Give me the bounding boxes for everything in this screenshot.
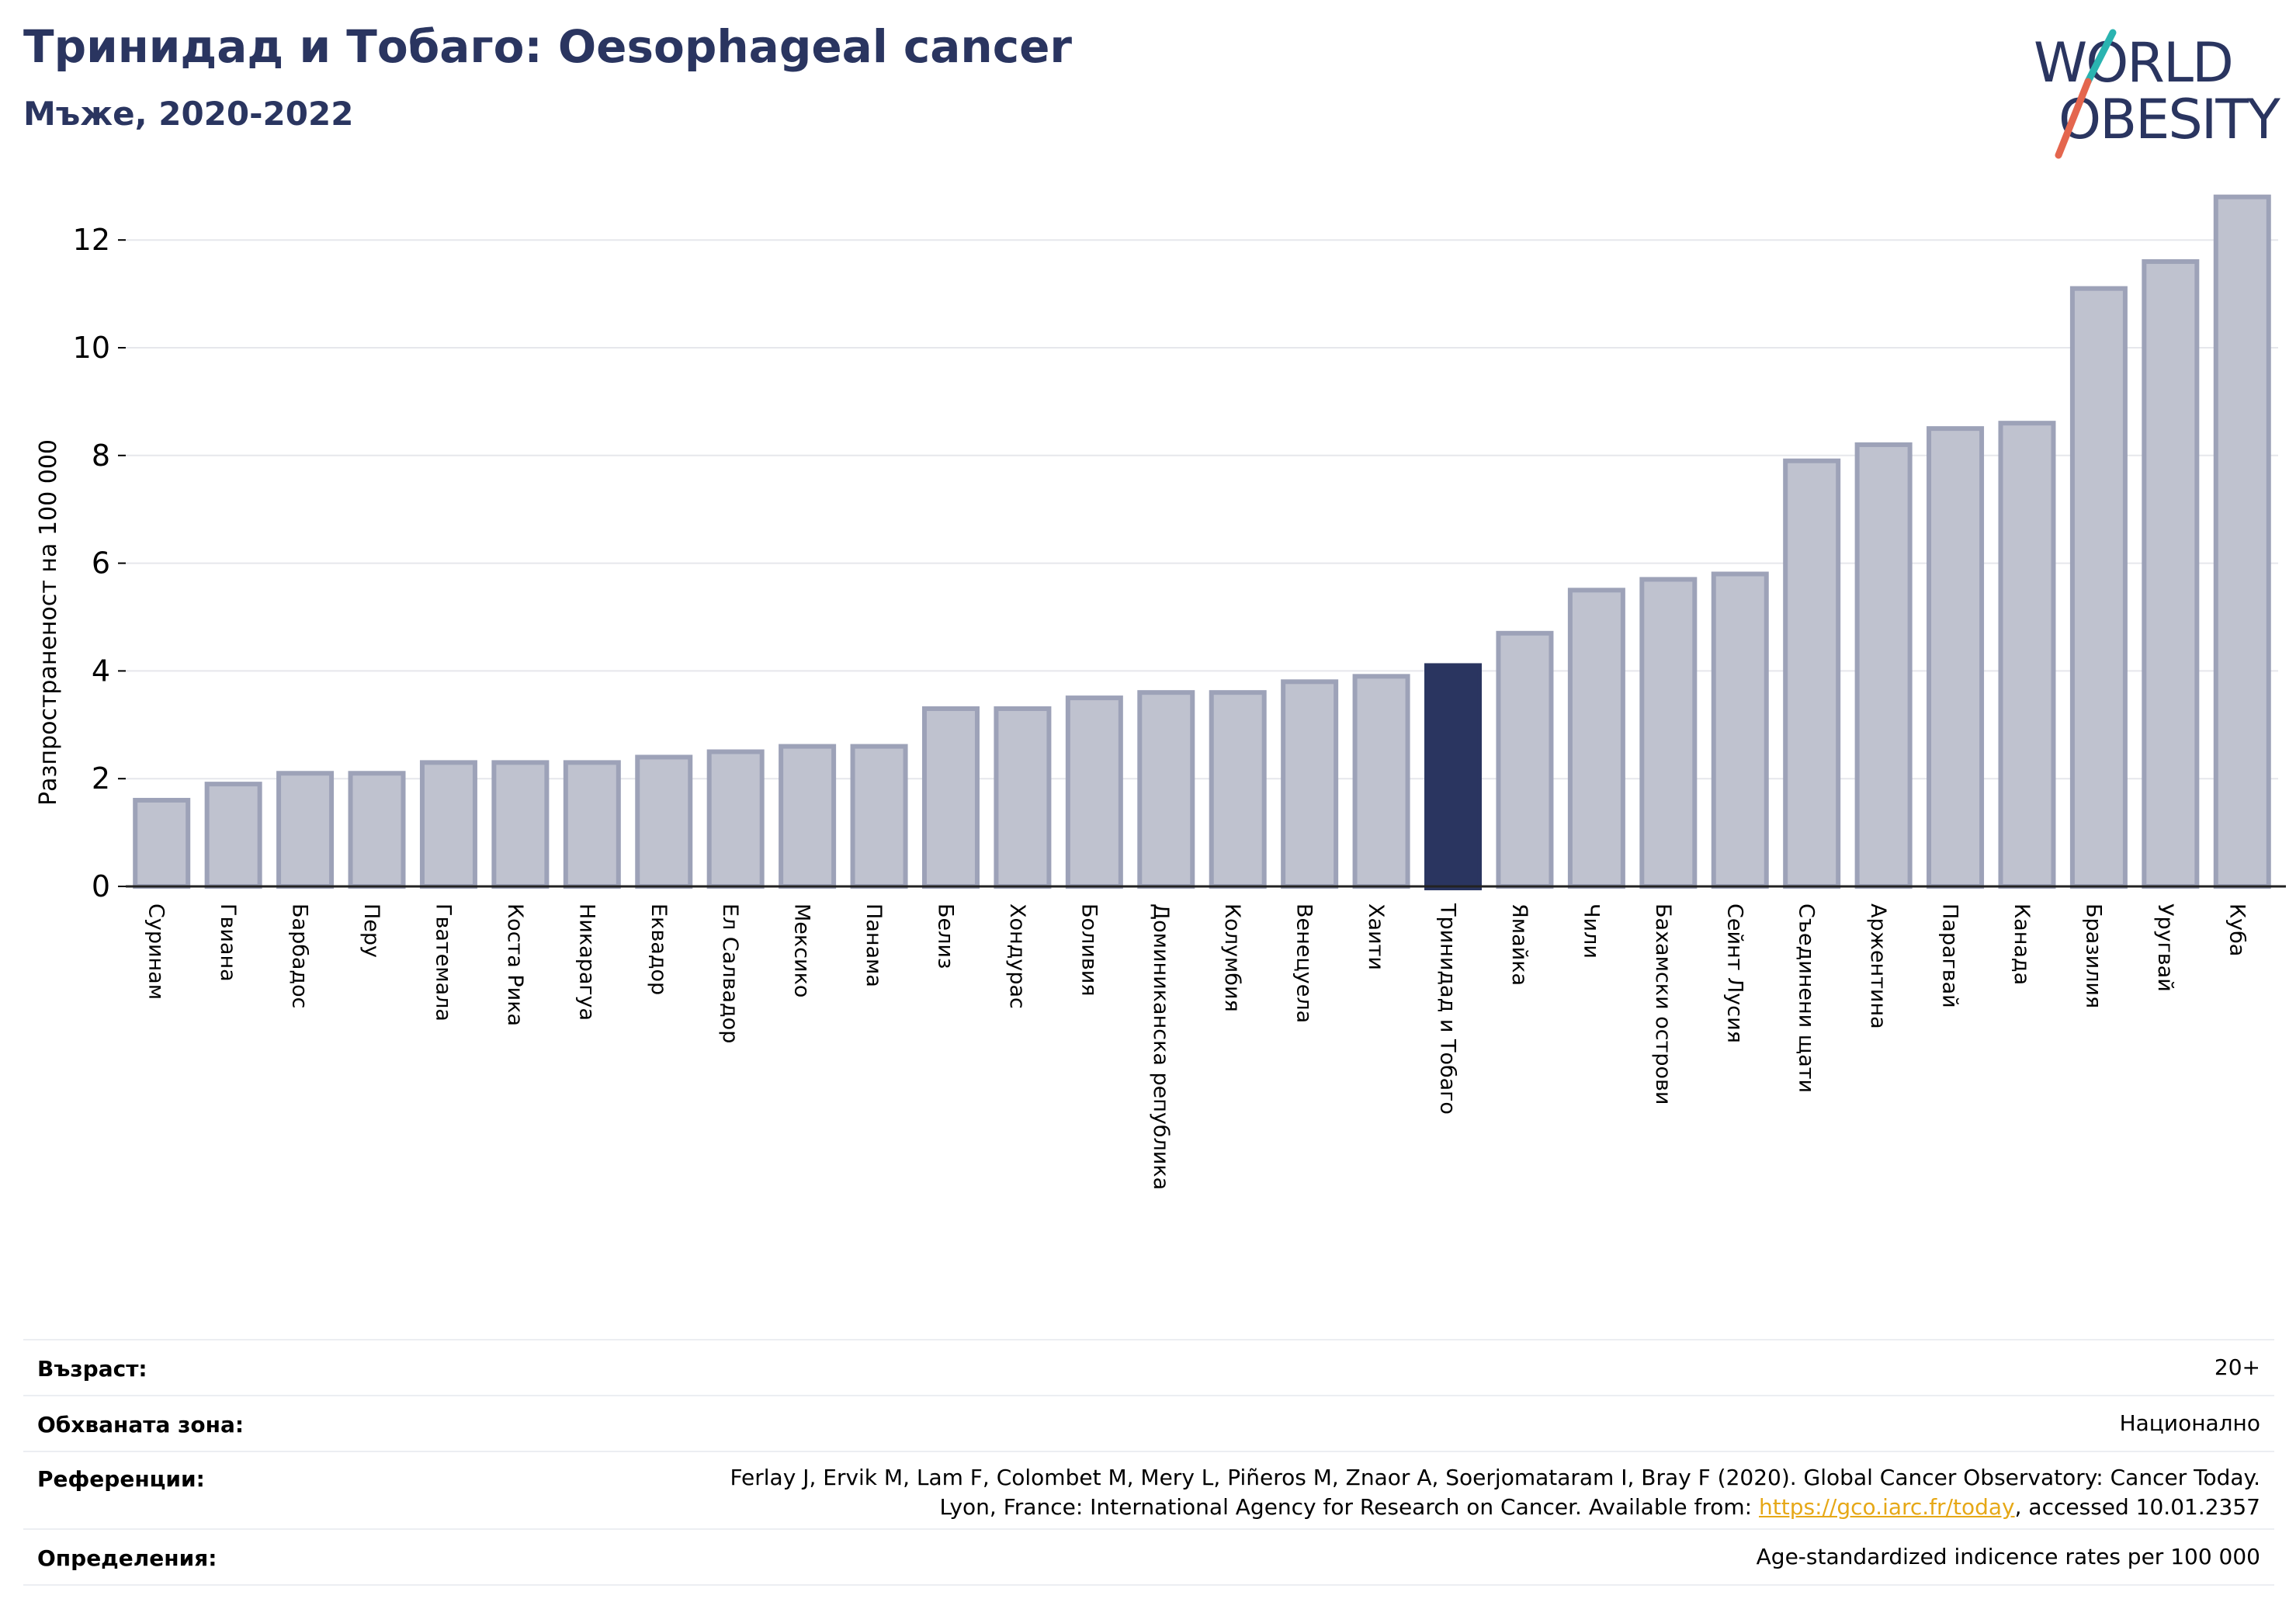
grid-lines [126, 239, 2278, 780]
x-tick-label: Гвиана [216, 903, 240, 982]
x-tick-label: Колумбия [1220, 903, 1244, 1012]
page-subtitle: Мъже, 2020-2022 [23, 95, 354, 133]
y-tick-label: 6 [92, 546, 110, 581]
x-tick-label: Парагвай [1938, 903, 1962, 1008]
area-value: Национално [2119, 1410, 2260, 1436]
bar [1998, 421, 2056, 889]
bar [348, 771, 406, 890]
x-tick-label: Бразилия [2081, 903, 2105, 1008]
bar [921, 706, 980, 889]
x-tick-label: Боливия [1077, 903, 1101, 997]
x-tick-label: Бахамски острови [1651, 903, 1675, 1105]
bar [706, 749, 765, 889]
x-tick-label: Сейнт Лусия [1722, 903, 1746, 1043]
x-tick-label: Ямайка [1507, 903, 1531, 986]
x-tick-label: Аржентина [1866, 903, 1890, 1029]
bar [419, 760, 477, 889]
y-tick-label: 4 [92, 654, 110, 688]
bar [1281, 679, 1339, 890]
bar [1137, 690, 1195, 889]
x-tick-label: Ел Салвадор [718, 903, 742, 1043]
y-axis-label: Разпространеност на 100 000 [35, 439, 62, 806]
bar [1783, 458, 1841, 889]
y-tick-label: 2 [92, 761, 110, 796]
bar [779, 744, 837, 889]
logo-line-1: WORLD [2034, 31, 2232, 95]
bar [1567, 588, 1625, 889]
x-tick-label: Суринам [144, 903, 168, 1000]
area-label: Обхваната зона: [37, 1412, 245, 1437]
bar [2142, 258, 2200, 889]
x-tick-label: Барбадос [288, 903, 312, 1008]
x-tick-labels: Суринам Гвиана Барбадос Перу Гватемала Коста … [144, 903, 2249, 1190]
x-tick-label: Уругвай [2153, 903, 2177, 992]
references-line-2: Lyon, France: International Agency for R… [730, 1493, 2260, 1522]
world-obesity-logo: WORLD OBESITY [2034, 29, 2282, 159]
bar [1711, 571, 1769, 889]
bar [1352, 674, 1410, 890]
logo-slash-top [2084, 29, 2117, 85]
bar [1639, 577, 1698, 889]
logo-line-2: OBESITY [2058, 88, 2280, 151]
info-table-bottom-border [23, 1584, 2274, 1586]
references-link[interactable]: https://gco.iarc.fr/today [1759, 1494, 2015, 1520]
x-tick-label: Коста Рика [503, 903, 527, 1026]
bar [850, 744, 908, 889]
page-title: Тринидад и Тобаго: Oesophageal cancer [23, 20, 1073, 73]
x-tick-label: Венецуела [1292, 903, 1316, 1023]
bar [1065, 695, 1123, 889]
x-tick-label: Куба [2225, 903, 2249, 956]
x-tick-label: Хаити [1364, 903, 1388, 970]
definitions-value: Age-standardized indicence rates per 100… [1756, 1544, 2260, 1569]
x-tick-label: Еквадор [647, 903, 671, 995]
x-tick-label: Гватемала [431, 903, 455, 1021]
x-tick-label: Перу [359, 903, 383, 958]
references-line-2-end: , accessed 10.01.2357 [2014, 1494, 2260, 1520]
age-value: 20+ [2214, 1354, 2260, 1380]
references-label: Референции: [37, 1466, 205, 1492]
x-tick-label: Доминиканска република [1149, 903, 1173, 1190]
references-line-2-start: Lyon, France: International Agency for R… [939, 1494, 1759, 1520]
definitions-label: Определения: [37, 1545, 217, 1571]
y-tick-label: 12 [73, 223, 110, 257]
bar [2213, 194, 2271, 889]
x-tick-label: Панама [862, 903, 886, 987]
bar [491, 760, 550, 889]
bar [1854, 442, 1913, 889]
y-tick-label: 8 [92, 439, 110, 473]
age-label: Възраст: [37, 1356, 147, 1382]
x-tick-label: Мексико [790, 903, 814, 997]
bar [2069, 286, 2128, 890]
bar [204, 782, 262, 890]
y-tick-label: 10 [73, 331, 110, 365]
bar [133, 797, 191, 889]
bar [635, 754, 693, 889]
y-tick-label: 0 [92, 869, 110, 903]
x-tick-label: Съединени щати [1795, 903, 1819, 1093]
bar-chart: 0 2 4 6 8 10 12 Суринам Гвиана Барбадос Перу Гвате… [35, 194, 2286, 1190]
info-row-definitions: Определения: Age-standardized indicence … [23, 1528, 2274, 1586]
info-row-age: Възраст: 20+ [23, 1339, 2274, 1396]
y-tick-labels: 0 2 4 6 8 10 12 [73, 223, 126, 903]
bars [133, 194, 2271, 891]
x-tick-label: Чили [1579, 903, 1603, 959]
bar [1496, 630, 1554, 889]
bar [1927, 426, 1985, 889]
bar [994, 706, 1052, 889]
x-tick-label: Тринидад и Тобаго [1436, 903, 1460, 1115]
bar [276, 771, 335, 890]
x-tick-label: Белиз [933, 903, 957, 969]
x-tick-label: Канада [2010, 903, 2034, 985]
references-line-1: Ferlay J, Ervik M, Lam F, Colombet M, Me… [730, 1465, 2260, 1490]
info-row-area: Обхваната зона: Национално [23, 1395, 2274, 1452]
references-value: Ferlay J, Ervik M, Lam F, Colombet M, Me… [730, 1463, 2260, 1522]
bar-highlight [1424, 663, 1483, 891]
x-tick-label: Никарагуа [574, 903, 598, 1021]
bar [563, 760, 621, 889]
bar [1209, 690, 1267, 889]
logo-slash-bottom [2055, 78, 2092, 159]
x-tick-label: Хондурас [1005, 903, 1029, 1009]
info-row-references: Референции: Ferlay J, Ervik M, Lam F, Co… [23, 1451, 2274, 1530]
